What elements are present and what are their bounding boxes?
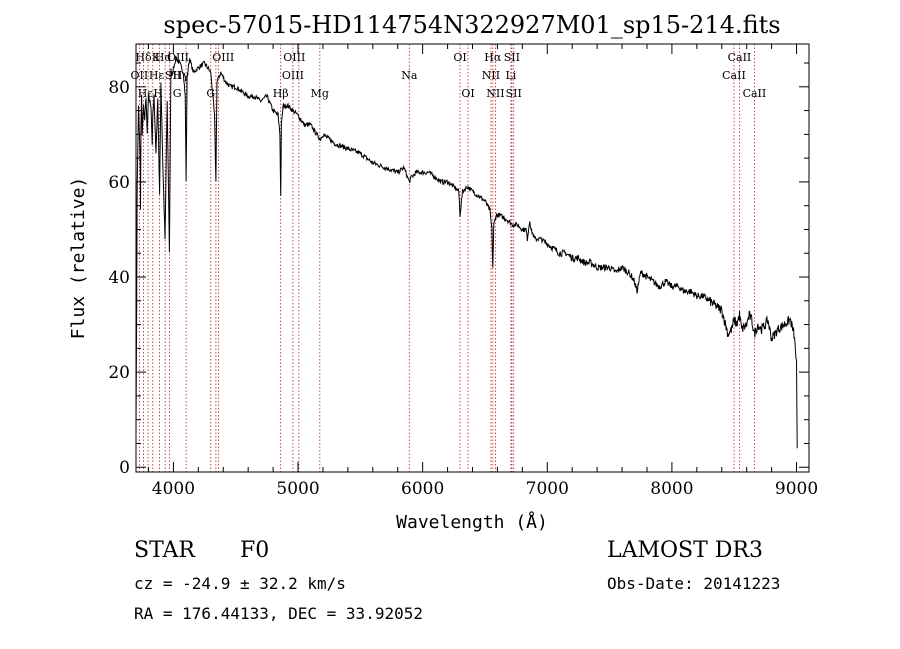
line-label: G xyxy=(206,87,215,100)
line-label: Hε xyxy=(149,69,165,82)
obs-date-text: Obs-Date: 20141223 xyxy=(607,574,781,593)
line-label: H xyxy=(153,87,163,100)
spectrum-series xyxy=(135,55,798,449)
line-label: CaII xyxy=(743,87,767,100)
line-label: OIII xyxy=(282,69,304,82)
x-tick-label: 8000 xyxy=(650,479,693,499)
line-label: NII xyxy=(486,87,504,100)
object-class: STAR xyxy=(134,538,195,563)
coordinates-text: RA = 176.44133, DEC = 33.92052 xyxy=(134,604,423,623)
line-label: OII xyxy=(131,69,149,82)
survey-label: LAMOST DR3 xyxy=(607,538,763,563)
chart-title: spec-57015-HD114754N322927M01_sp15-214.f… xyxy=(163,11,780,39)
y-tick-label: 60 xyxy=(108,173,130,193)
line-label: Na xyxy=(401,69,418,82)
x-tick-label: 6000 xyxy=(401,479,444,499)
y-axis: 0 20 40 60 80 xyxy=(108,62,809,478)
x-tick-label: 4000 xyxy=(152,479,195,499)
line-label: OIII xyxy=(167,51,189,64)
line-label: Hα xyxy=(484,51,502,64)
y-axis-label: Flux (relative) xyxy=(68,177,89,340)
line-label: G xyxy=(173,87,182,100)
emission-line-markers xyxy=(138,44,755,472)
line-label: Hε xyxy=(138,87,154,100)
line-label: Hd xyxy=(155,51,172,64)
y-tick-label: 20 xyxy=(108,363,130,383)
line-label: K xyxy=(152,51,161,64)
line-label: OIII xyxy=(212,51,234,64)
x-tick-label: 9000 xyxy=(775,479,818,499)
line-label: OIII xyxy=(283,51,305,64)
line-label: CaII xyxy=(722,69,746,82)
line-label: Hδ xyxy=(135,51,152,64)
line-label: Hγ xyxy=(173,69,190,82)
spectral-subclass: F0 xyxy=(240,538,270,563)
x-axis: 4000 5000 6000 7000 8000 9000 xyxy=(147,44,818,499)
y-tick-label: 80 xyxy=(108,78,130,98)
line-label: Hβ xyxy=(273,87,289,100)
line-label: Li xyxy=(505,69,516,82)
line-label: OI xyxy=(461,87,474,100)
line-label: SII xyxy=(165,69,181,82)
line-label: Mg xyxy=(311,87,329,100)
line-label: SII xyxy=(504,51,520,64)
spectrum-line xyxy=(135,55,798,449)
x-axis-label: Wavelength (Å) xyxy=(396,511,548,533)
redshift-text: cz = -24.9 ± 32.2 km/s xyxy=(134,574,346,593)
y-tick-label: 0 xyxy=(119,458,130,478)
x-tick-label: 7000 xyxy=(526,479,569,499)
plot-frame xyxy=(135,43,810,473)
line-label: NII xyxy=(482,69,500,82)
x-tick-label: 5000 xyxy=(276,479,319,499)
line-label: OI xyxy=(453,51,466,64)
line-label: CaII xyxy=(728,51,752,64)
y-tick-label: 40 xyxy=(108,268,130,288)
line-label: SII xyxy=(506,87,522,100)
